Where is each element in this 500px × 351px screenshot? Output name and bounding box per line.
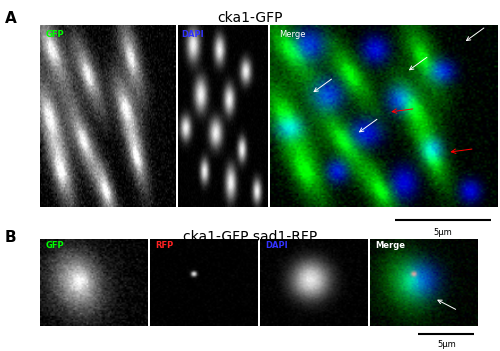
Text: A: A <box>5 11 17 26</box>
Text: GFP: GFP <box>46 30 64 39</box>
Text: cka1-GFP sad1-RFP: cka1-GFP sad1-RFP <box>183 230 317 244</box>
Text: B: B <box>5 230 16 245</box>
Text: 5μm: 5μm <box>437 340 456 349</box>
Text: Merge: Merge <box>279 30 305 39</box>
Text: RFP: RFP <box>156 241 174 250</box>
Text: Merge: Merge <box>376 241 406 250</box>
Text: DAPI: DAPI <box>181 30 204 39</box>
Text: 5μm: 5μm <box>434 228 452 237</box>
Text: DAPI: DAPI <box>266 241 288 250</box>
Text: GFP: GFP <box>46 241 64 250</box>
Text: cka1-GFP: cka1-GFP <box>217 11 283 25</box>
